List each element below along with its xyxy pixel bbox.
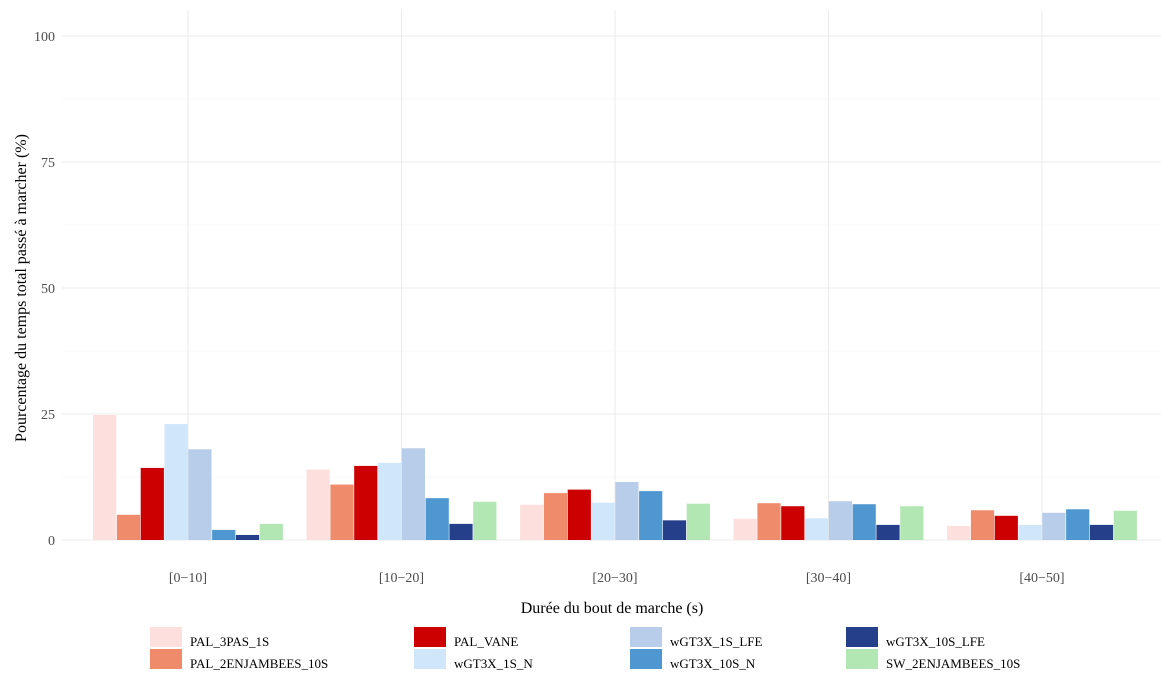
bar xyxy=(236,535,259,540)
bar xyxy=(212,530,235,540)
legend-swatch xyxy=(846,649,878,669)
legend-label: SW_2ENJAMBEES_10S xyxy=(886,656,1020,671)
bar xyxy=(117,515,140,540)
bar xyxy=(1042,513,1065,540)
bar xyxy=(568,490,591,540)
bar xyxy=(734,519,757,540)
bar xyxy=(188,449,211,540)
legend-label: wGT3X_10S_LFE xyxy=(886,634,985,649)
bar xyxy=(260,524,283,540)
bar xyxy=(781,506,804,540)
bar xyxy=(141,468,164,540)
legend-swatch xyxy=(150,627,182,647)
legend-swatch xyxy=(846,627,878,647)
bar xyxy=(307,469,330,540)
bar xyxy=(615,482,638,540)
bar xyxy=(93,415,116,540)
bar xyxy=(995,516,1018,540)
x-tick-label: [30−40] xyxy=(806,571,851,586)
bar xyxy=(853,504,876,540)
bar xyxy=(544,493,567,540)
y-tick-label: 50 xyxy=(41,282,55,297)
legend-label: wGT3X_1S_N xyxy=(454,656,533,671)
bar xyxy=(1066,509,1089,540)
bar xyxy=(1114,511,1137,540)
y-tick-label: 0 xyxy=(48,534,55,549)
x-tick-label: [20−30] xyxy=(592,571,637,586)
y-tick-label: 75 xyxy=(41,156,55,171)
legend-label: wGT3X_10S_N xyxy=(670,656,756,671)
bar xyxy=(426,498,449,540)
bar xyxy=(947,526,970,540)
x-axis-title: Durée du bout de marche (s) xyxy=(521,600,704,617)
legend-label: PAL_VANE xyxy=(454,634,518,649)
y-axis-ticks: 0 25 50 75 100 xyxy=(34,30,55,549)
x-tick-label: [0−10] xyxy=(169,571,207,586)
legend-swatch xyxy=(414,649,446,669)
bar xyxy=(687,504,710,540)
bar xyxy=(876,525,899,540)
bar xyxy=(378,463,401,540)
bar xyxy=(449,524,472,540)
legend-swatch xyxy=(630,649,662,669)
y-tick-label: 25 xyxy=(41,408,55,423)
legend-swatch xyxy=(414,627,446,647)
x-tick-label: [40−50] xyxy=(1019,571,1064,586)
bar xyxy=(639,491,662,540)
bar xyxy=(971,510,994,540)
bar xyxy=(900,506,923,540)
legend-label: PAL_2ENJAMBEES_10S xyxy=(190,656,328,671)
legend-swatch xyxy=(630,627,662,647)
legend-swatch xyxy=(150,649,182,669)
legend-label: PAL_3PAS_1S xyxy=(190,634,269,649)
bar xyxy=(1019,525,1042,540)
legend-label: wGT3X_1S_LFE xyxy=(670,634,763,649)
grid-lines xyxy=(62,10,1161,540)
bar xyxy=(592,503,615,540)
legend: PAL_3PAS_1S PAL_2ENJAMBEES_10S PAL_VANE wGT… xyxy=(150,627,1020,671)
bar xyxy=(520,505,543,540)
y-tick-label: 100 xyxy=(34,30,55,45)
bar xyxy=(757,503,780,540)
y-axis-title: Pourcentage du temps total passé à march… xyxy=(13,134,30,442)
bar xyxy=(473,502,496,540)
x-axis-ticks: [0−10] [10−20] [20−30] [30−40] [40−50] xyxy=(169,571,1065,586)
bar xyxy=(829,501,852,540)
bar xyxy=(402,448,425,540)
bar xyxy=(663,520,686,540)
bar xyxy=(165,424,188,540)
bar xyxy=(1090,525,1113,540)
bar xyxy=(805,518,828,540)
x-tick-label: [10−20] xyxy=(379,571,424,586)
bar xyxy=(330,485,353,540)
bar xyxy=(354,466,377,540)
